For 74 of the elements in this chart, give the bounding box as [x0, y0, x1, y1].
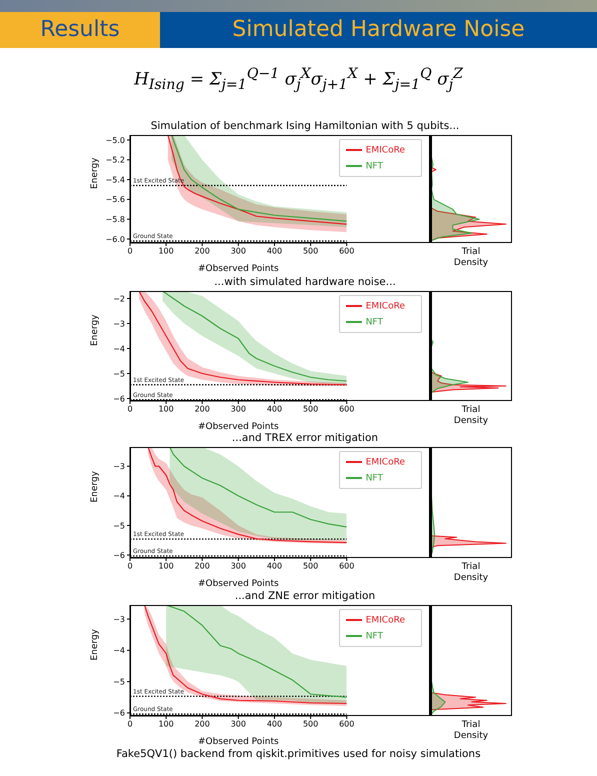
legend-label: NFT: [366, 473, 383, 484]
y-tick-label: −6: [113, 394, 125, 404]
chart-title: ...with simulated hardware noise...: [213, 276, 397, 288]
y-tick-label: −5.8: [106, 215, 125, 224]
x-axis-title: #Observed Points: [198, 264, 280, 274]
y-axis-title: Energy: [90, 628, 100, 660]
text: Fake5QV1() backend from qiskit.primitives used for noisy simulations: [115, 748, 482, 760]
y-tick-label: −5: [113, 677, 125, 686]
chart-title: Simulation of benchmark Ising Hamiltonian with 5 qubits...: [150, 120, 460, 132]
x-tick-label: 100: [158, 562, 174, 571]
x-axis-title: Trial Density: [452, 720, 490, 742]
y-tick-label: −6.0: [106, 234, 125, 244]
x-axis-title: #Observed Points: [198, 422, 280, 432]
y-tick-label: −4: [113, 492, 125, 501]
y-tick-label: −5: [113, 369, 125, 378]
x-tick-label: 400: [266, 720, 282, 729]
x-axis-title: Trial Density: [452, 562, 490, 584]
y-axis-title: Energy: [90, 156, 100, 189]
x-tick-label: 200: [194, 562, 210, 571]
legend-label: EMICoRe: [366, 301, 405, 312]
x-axis-title: Trial Density: [452, 405, 490, 427]
y-tick-label: −3: [113, 462, 125, 472]
y-tick-label: −4: [113, 344, 125, 354]
y-tick-label: −5.2: [106, 156, 125, 165]
y-tick-label: −4: [113, 646, 125, 656]
x-axis-title: #Observed Points: [198, 737, 280, 747]
x-tick-label: 400: [266, 562, 282, 571]
x-tick-label: 300: [230, 562, 246, 571]
x-tick-label: 300: [230, 404, 246, 414]
y-axis-title: Energy: [90, 470, 100, 502]
text: Results: [0, 12, 160, 48]
x-axis-title: #Observed Points: [198, 579, 280, 589]
legend-label: EMICoRe: [366, 457, 405, 468]
legend-label: EMICoRe: [366, 145, 405, 156]
x-tick-label: 600: [339, 562, 354, 571]
x-tick-label: 500: [302, 720, 318, 729]
y-tick-label: −5.0: [106, 136, 125, 145]
text: Simulated Hardware Noise: [160, 12, 597, 48]
chart-title: ...and TREX error mitigation: [230, 432, 380, 444]
legend-label: EMICoRe: [366, 615, 405, 626]
y-tick-label: −5.4: [106, 175, 125, 184]
chart-title: ...and ZNE error mitigation: [234, 590, 376, 602]
x-tick-label: 0: [127, 404, 133, 414]
y-tick-label: −6: [113, 708, 125, 718]
x-axis-title: Trial Density: [452, 247, 490, 269]
x-tick-label: 200: [194, 246, 210, 256]
y-tick-label: −3: [113, 319, 125, 328]
x-tick-label: 600: [339, 404, 354, 414]
x-tick-label: 600: [339, 720, 354, 729]
x-tick-label: 500: [302, 562, 318, 571]
y-tick-label: −5: [113, 521, 125, 530]
x-tick-label: 0: [127, 246, 133, 256]
x-tick-label: 500: [302, 246, 318, 256]
x-tick-label: 100: [158, 720, 174, 729]
y-tick-label: −2: [113, 294, 125, 304]
x-tick-label: 400: [266, 404, 282, 414]
x-tick-label: 500: [302, 404, 318, 414]
x-tick-label: 400: [266, 246, 282, 256]
x-tick-label: 300: [230, 246, 246, 256]
y-tick-label: −6: [113, 550, 125, 560]
x-tick-label: 0: [127, 562, 133, 571]
x-tick-label: 100: [158, 404, 174, 414]
y-axis-title: Energy: [90, 314, 100, 346]
x-tick-label: 200: [194, 404, 210, 414]
x-tick-label: 300: [230, 720, 246, 729]
legend-label: NFT: [366, 317, 383, 328]
x-tick-label: 600: [339, 246, 354, 256]
y-tick-label: −5.6: [106, 195, 125, 204]
x-tick-label: 200: [194, 720, 210, 729]
legend-label: NFT: [366, 161, 383, 172]
x-tick-label: 0: [127, 720, 133, 729]
x-tick-label: 100: [158, 246, 174, 256]
y-tick-label: −3: [113, 614, 125, 624]
legend-label: NFT: [366, 631, 383, 642]
